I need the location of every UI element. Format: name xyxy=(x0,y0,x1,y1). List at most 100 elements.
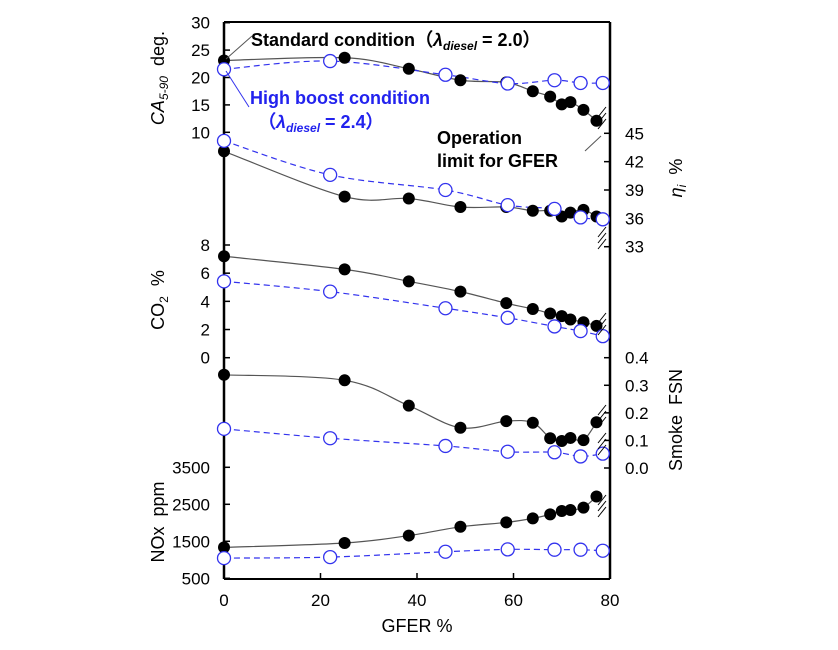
high-boost-point-nox xyxy=(573,542,588,557)
standard-point-nox xyxy=(590,490,603,503)
y-tick-label-nox: 2500 xyxy=(172,495,210,514)
break-mark xyxy=(597,232,607,244)
axis-break-marks xyxy=(597,106,607,518)
break-mark xyxy=(597,438,607,450)
y-tick-label-smoke: 0.4 xyxy=(625,349,649,368)
standard-point-ca xyxy=(544,90,557,103)
high-boost-point-co2 xyxy=(500,310,515,325)
high-boost-point-ca xyxy=(216,62,232,77)
high-boost-point-smoke xyxy=(322,431,338,446)
x-tick-label: 20 xyxy=(311,591,330,610)
y-axis-label-co2: CO2 % xyxy=(148,270,171,330)
break-mark xyxy=(597,118,607,130)
panel-smoke: 0.4 0.3 0.2 0.1 0.0 Smoke FSN xyxy=(216,349,686,478)
high-boost-point-nox xyxy=(595,543,610,558)
standard-point-co2 xyxy=(218,250,230,263)
high-boost-point-nox xyxy=(216,550,232,566)
operation-limit-leader-line xyxy=(584,135,602,152)
standard-point-co2 xyxy=(454,285,467,298)
standard-point-nox xyxy=(564,503,577,516)
plot-frame xyxy=(222,21,612,580)
panel-nox: 3500 2500 1500 500 NOx ppm xyxy=(148,458,610,588)
standard-point-ca xyxy=(577,103,590,116)
standard-point-eta xyxy=(564,206,577,219)
standard-point-ca xyxy=(454,74,467,87)
high-boost-point-eta xyxy=(595,212,610,227)
break-mark xyxy=(597,506,607,518)
y-tick-label-eta: 36 xyxy=(625,209,644,228)
standard-point-co2 xyxy=(526,302,539,315)
standard-point-co2 xyxy=(590,319,603,332)
standard-point-eta xyxy=(218,145,230,158)
high-boost-leader-line xyxy=(225,70,250,108)
standard-point-nox xyxy=(555,505,568,518)
standard-line-co2 xyxy=(223,255,597,327)
standard-point-nox xyxy=(544,508,557,521)
standard-point-nox xyxy=(454,520,467,533)
high-boost-point-ca xyxy=(595,75,610,91)
break-mark xyxy=(597,312,607,324)
standard-point-nox xyxy=(218,541,230,554)
y-tick-label-eta: 45 xyxy=(625,124,644,143)
high-boost-point-co2 xyxy=(216,274,232,289)
y-tick-label-nox: 500 xyxy=(182,569,210,588)
break-mark xyxy=(597,410,607,422)
high-boost-point-co2 xyxy=(547,319,562,334)
x-axis: 0 20 40 60 80 GFER % xyxy=(219,573,619,636)
high-boost-line-nox xyxy=(223,548,603,559)
y-tick-label-ca: 20 xyxy=(191,69,210,88)
standard-point-smoke xyxy=(218,368,230,381)
high-boost-point-nox xyxy=(547,542,562,557)
standard-point-co2 xyxy=(338,263,351,276)
standard-point-nox xyxy=(526,512,539,525)
high-boost-point-eta xyxy=(438,182,453,198)
high-boost-point-eta xyxy=(573,210,588,225)
y-tick-label-smoke: 0.3 xyxy=(625,376,649,395)
high-boost-point-eta xyxy=(500,197,515,213)
x-tick-label: 40 xyxy=(408,591,427,610)
break-mark xyxy=(597,238,607,250)
y-tick-label-ca: 30 xyxy=(191,14,210,33)
standard-point-co2 xyxy=(402,275,415,288)
high-boost-point-ca xyxy=(438,67,453,82)
high-boost-point-smoke xyxy=(438,438,453,454)
operation-limit-label-line2: limit for GFER xyxy=(437,151,558,171)
high-boost-line-ca xyxy=(223,60,603,85)
y-tick-label-nox: 3500 xyxy=(172,458,210,477)
high-boost-point-nox xyxy=(322,549,338,565)
standard-point-eta xyxy=(454,201,467,214)
operation-limit-label-line1: Operation xyxy=(437,128,522,148)
standard-point-eta xyxy=(402,192,415,205)
y-tick-label-co2: 0 xyxy=(201,349,210,368)
y-axis-label-ca: CA5-90 deg. xyxy=(148,31,171,125)
high-boost-line-smoke xyxy=(223,428,603,458)
y-tick-label-eta: 39 xyxy=(625,181,644,200)
standard-point-co2 xyxy=(564,313,577,326)
break-mark xyxy=(597,432,607,444)
high-boost-point-co2 xyxy=(573,323,588,339)
high-boost-point-ca xyxy=(573,75,588,91)
standard-point-smoke xyxy=(500,415,513,428)
y-tick-label-eta: 33 xyxy=(625,238,644,257)
x-tick-label: 60 xyxy=(504,591,523,610)
standard-condition-label: Standard condition（λdiesel = 2.0） xyxy=(251,30,541,53)
high-boost-point-co2 xyxy=(595,328,610,344)
break-mark xyxy=(597,318,607,330)
high-boost-point-smoke xyxy=(500,444,515,459)
y-tick-label-co2: 6 xyxy=(201,264,210,283)
standard-point-smoke xyxy=(338,374,351,387)
y-tick-label-nox: 1500 xyxy=(172,532,210,551)
standard-point-ca xyxy=(526,85,539,98)
standard-point-ca xyxy=(402,62,415,75)
standard-point-nox xyxy=(577,501,590,514)
break-mark xyxy=(597,416,607,428)
y-axis-label-eta: ηi % xyxy=(666,159,689,198)
break-mark xyxy=(597,404,607,416)
standard-point-ca xyxy=(338,51,351,64)
standard-point-smoke xyxy=(544,432,557,445)
standard-point-smoke xyxy=(454,421,467,434)
y-tick-label-eta: 42 xyxy=(625,153,644,172)
high-boost-point-eta xyxy=(216,133,232,149)
break-mark xyxy=(597,106,607,118)
standard-point-ca xyxy=(590,114,603,127)
